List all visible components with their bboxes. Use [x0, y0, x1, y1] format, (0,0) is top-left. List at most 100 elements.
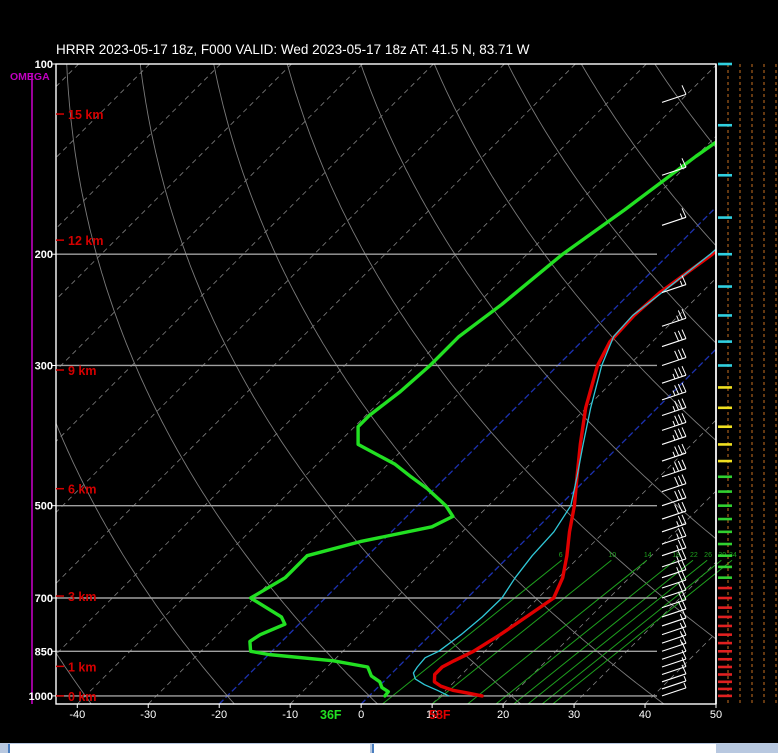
wind-barb	[661, 365, 687, 384]
dry-adiabat-line	[56, 422, 235, 704]
wind-barb	[661, 85, 687, 103]
dry-adiabat-line	[213, 64, 665, 704]
mixing-ratio-line	[552, 559, 733, 705]
wind-barb-shaft	[661, 680, 687, 690]
wetbulb-trace	[412, 248, 716, 697]
wind-barb-tick	[681, 664, 687, 675]
dry-adiabat-line	[286, 64, 716, 640]
x-tick-label: -30	[140, 709, 156, 721]
isotherm-line	[289, 277, 716, 704]
wind-barb	[661, 549, 687, 568]
y-tick-label: 700	[35, 593, 53, 605]
wind-barb-tick	[672, 390, 676, 396]
reference-isotherm-line	[218, 206, 716, 704]
wind-barb-tick	[677, 399, 683, 409]
mixing-ratio-line	[431, 559, 612, 705]
wind-barb-tick	[681, 443, 687, 454]
wind-barb-tick	[677, 550, 683, 561]
dry-adiabat-line	[581, 64, 716, 247]
wind-barb-tick	[679, 163, 683, 169]
parameter-table-strip	[0, 743, 778, 753]
mixing-ratio-line	[495, 559, 676, 705]
x-tick-label: 0	[358, 709, 364, 721]
isotherm-line	[644, 632, 716, 704]
wind-barb-tick	[681, 365, 687, 376]
wind-barb-tick	[677, 489, 683, 500]
mixing-ratio-lines: 610141822263034	[382, 552, 737, 705]
wind-barb-tick	[674, 462, 680, 472]
wind-barb-tick	[676, 566, 680, 573]
wind-barb-tick	[681, 309, 687, 319]
wind-barb-tick	[674, 350, 680, 361]
wind-barb-tick	[679, 213, 683, 219]
wind-barb-tick	[681, 608, 687, 619]
wind-barb-tick	[674, 476, 680, 487]
y-tick-label: 300	[35, 360, 53, 372]
wind-barb-shaft	[661, 658, 687, 668]
wind-barb-tick	[674, 415, 680, 426]
chart-title: HRRR 2023-05-17 18z, F000 VALID: Wed 202…	[56, 42, 530, 57]
height-label: 6 km	[68, 483, 97, 497]
wind-barb-tick	[674, 504, 680, 514]
wind-barb-tick	[681, 526, 687, 537]
wind-barb	[661, 329, 687, 348]
hodograph-tick-column	[715, 62, 777, 704]
reference-isotherm-line	[360, 348, 716, 704]
wind-barb-tick	[677, 367, 683, 377]
isotherm-line	[56, 64, 647, 655]
wind-barb-tick	[681, 85, 687, 95]
wind-barb-tick	[681, 208, 687, 218]
dry-adiabat-line	[66, 64, 378, 704]
height-label: 3 km	[68, 590, 97, 604]
plot-frame	[55, 63, 717, 705]
wind-barb-tick	[681, 549, 687, 560]
isotherm-line	[77, 64, 716, 704]
wind-barb-tick	[674, 331, 680, 342]
mixing-ratio-line	[382, 559, 563, 705]
wind-barb-tick	[681, 649, 687, 660]
wind-barb-tick	[677, 561, 683, 572]
dry-adiabat-line	[728, 64, 778, 704]
wind-barb-tick	[677, 445, 683, 455]
isotherm-line	[56, 64, 221, 230]
dry-adiabat-line	[507, 64, 716, 344]
wind-barb-shaft	[661, 650, 687, 660]
wind-barb-tick	[672, 406, 676, 412]
wind-barb	[661, 208, 687, 226]
wind-barb	[661, 443, 687, 462]
wind-barb-tick	[681, 158, 687, 168]
y-tick-label: 500	[35, 501, 53, 513]
wind-barb-tick	[677, 310, 683, 320]
wind-barb-tick	[677, 591, 683, 602]
wind-barb-tick	[674, 429, 680, 440]
y-tick-label: 1000	[29, 691, 53, 703]
wind-barb-tick	[681, 590, 687, 600]
wind-barb-tick	[677, 428, 683, 438]
wind-barb	[661, 599, 687, 618]
wind-barb-tick	[676, 533, 680, 539]
axes: -40 -30 -20 -10 0 10 20 30 40 50 100 200 300 500 700 85…	[29, 59, 723, 721]
wind-barb	[661, 474, 687, 493]
x-tick-label: -20	[211, 709, 227, 721]
mixing-ratio-label: 26	[704, 552, 712, 559]
wind-barb-tick	[681, 634, 687, 644]
isotherm-line	[147, 135, 716, 704]
isobar-lines	[56, 253, 657, 697]
wind-barb-tick	[672, 467, 676, 473]
wind-barb-tick	[681, 599, 687, 610]
wind-barb-tick	[681, 501, 687, 512]
height-label: 1 km	[68, 660, 97, 674]
wind-barb-tick	[677, 572, 683, 582]
wind-barb-tick	[677, 383, 683, 394]
wind-barb-tick	[672, 373, 676, 380]
mixing-ratio-label: 18	[672, 552, 680, 559]
dry-adiabat-line	[433, 64, 716, 442]
wind-barb-tick	[677, 515, 683, 526]
wind-barb-tick	[683, 675, 687, 682]
x-tick-label: -10	[282, 709, 298, 721]
wind-barb-tick	[681, 488, 687, 498]
wind-barb	[661, 275, 687, 294]
wind-barb-tick	[681, 459, 687, 469]
wind-barb	[661, 348, 687, 367]
